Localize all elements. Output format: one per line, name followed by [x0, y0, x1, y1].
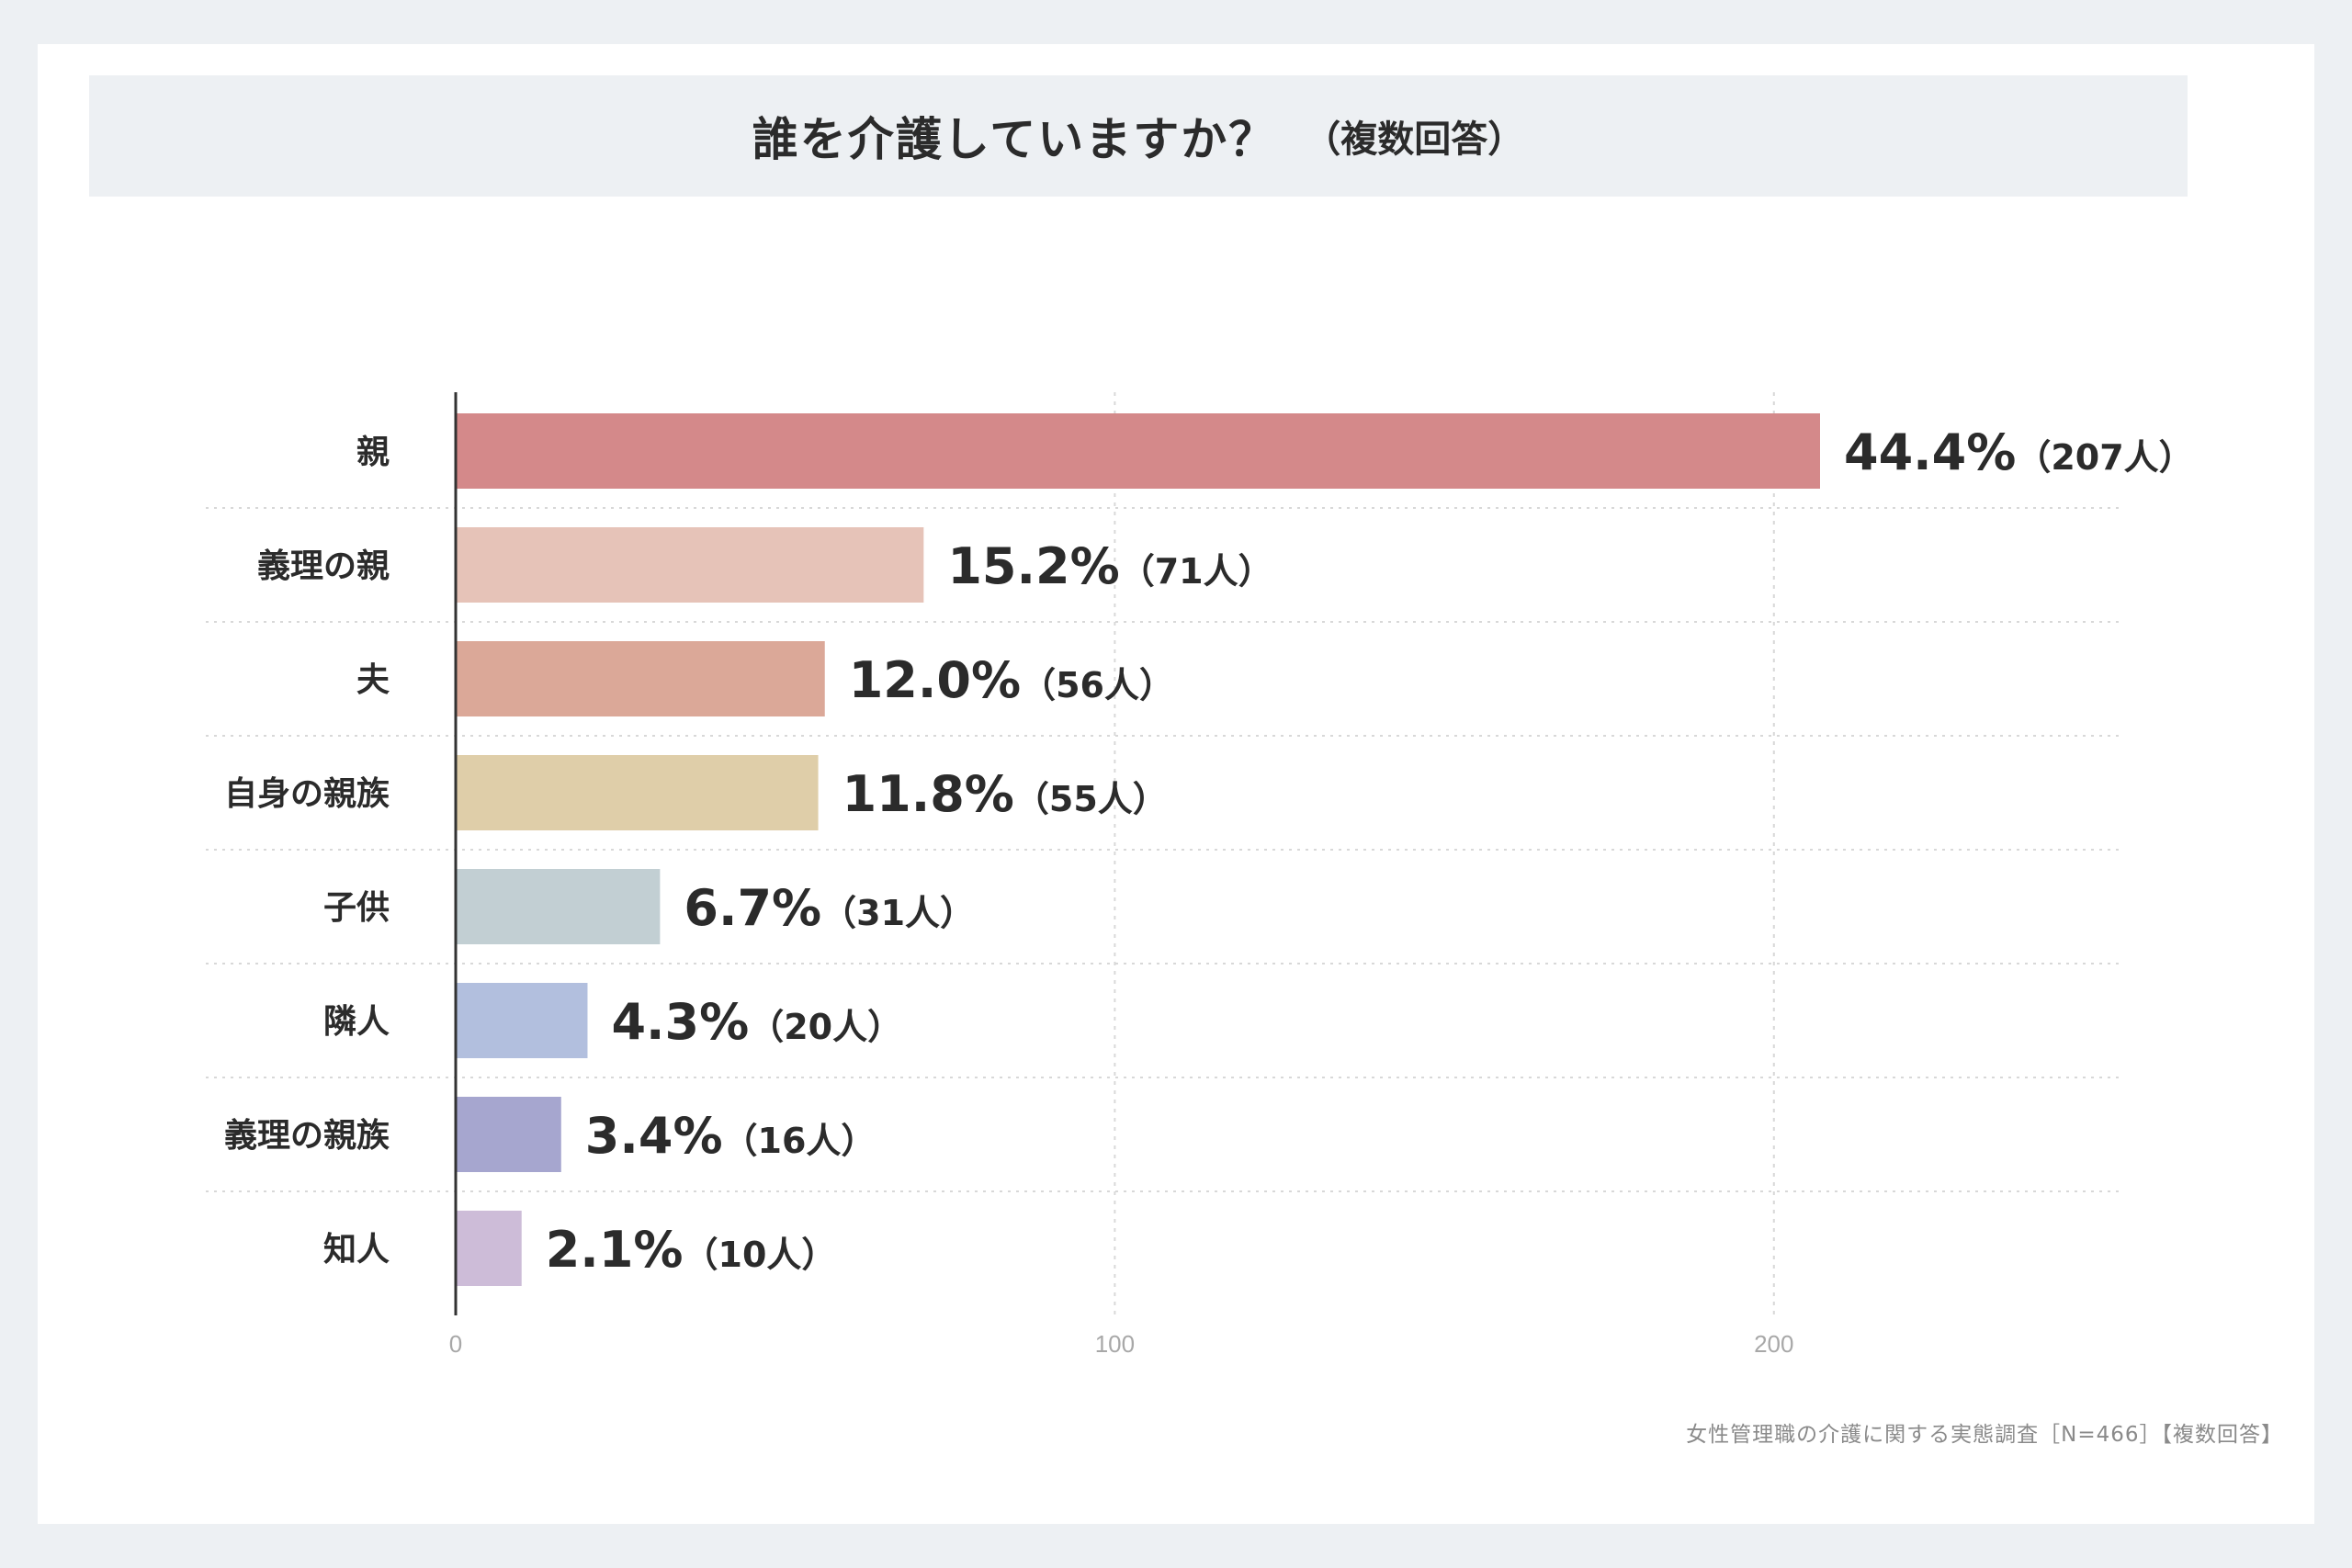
x-tick-label: 200 [1754, 1330, 1793, 1358]
count-label: （207人） [2016, 437, 2193, 478]
count-label: （56人） [1021, 665, 1174, 705]
category-label: 義理の親族 [224, 1117, 390, 1155]
value-label: 3.4%（16人） [585, 1107, 876, 1165]
count-label: （71人） [1120, 551, 1273, 592]
value-label: 11.8%（55人） [842, 765, 1168, 823]
value-label: 15.2%（71人） [947, 537, 1272, 595]
count-label: （20人） [749, 1007, 902, 1047]
value-label: 4.3%（20人） [611, 993, 902, 1051]
count-label: （10人） [684, 1235, 837, 1275]
category-label: 夫 [356, 661, 390, 699]
value-label: 44.4%（207人） [1844, 423, 2194, 481]
chart-card [38, 44, 2314, 1524]
bar [456, 755, 819, 830]
percent-label: 2.1% [546, 1221, 684, 1279]
value-label: 12.0%（56人） [849, 651, 1174, 709]
category-label: 子供 [323, 889, 390, 927]
percent-label: 44.4% [1844, 423, 2016, 481]
category-label: 親 [356, 434, 390, 471]
footnote: 女性管理職の介護に関する実態調査［N=466］【複数回答】 [1686, 1423, 2283, 1447]
x-tick-label: 0 [449, 1330, 462, 1358]
category-label: 自身の親族 [224, 775, 390, 813]
category-label: 義理の親 [257, 547, 390, 585]
bar [456, 1211, 522, 1286]
bar [456, 413, 1820, 489]
bar [456, 527, 924, 603]
category-label: 隣人 [323, 1003, 390, 1041]
bar [456, 869, 661, 944]
chart-title: 誰を介護していますか？ [752, 113, 1277, 166]
percent-label: 4.3% [611, 993, 749, 1051]
chart-subtitle: （複数回答） [1304, 118, 1525, 161]
title-bar: 誰を介護していますか？ （複数回答） [89, 75, 2188, 197]
count-label: （31人） [821, 893, 975, 933]
percent-label: 3.4% [585, 1107, 723, 1165]
value-label: 2.1%（10人） [546, 1221, 837, 1279]
count-label: （16人） [723, 1121, 876, 1161]
value-label: 6.7%（31人） [684, 879, 975, 937]
bar [456, 983, 588, 1058]
percent-label: 15.2% [947, 537, 1119, 595]
count-label: （55人） [1014, 779, 1168, 819]
percent-label: 11.8% [842, 765, 1014, 823]
percent-label: 12.0% [849, 651, 1021, 709]
x-tick-label: 100 [1095, 1330, 1135, 1358]
bar [456, 641, 825, 716]
bar [456, 1097, 561, 1172]
percent-label: 6.7% [684, 879, 821, 937]
category-label: 知人 [323, 1231, 390, 1269]
